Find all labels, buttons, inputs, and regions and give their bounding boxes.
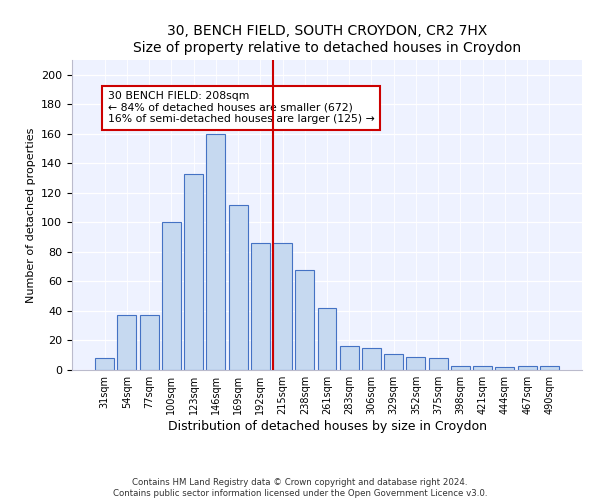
Y-axis label: Number of detached properties: Number of detached properties xyxy=(26,128,35,302)
Bar xyxy=(273,243,292,370)
X-axis label: Distribution of detached houses by size in Croydon: Distribution of detached houses by size … xyxy=(167,420,487,433)
Bar xyxy=(540,366,559,370)
Title: 30, BENCH FIELD, SOUTH CROYDON, CR2 7HX
Size of property relative to detached ho: 30, BENCH FIELD, SOUTH CROYDON, CR2 7HX … xyxy=(133,24,521,54)
Bar xyxy=(229,204,248,370)
Bar xyxy=(140,316,158,370)
Bar xyxy=(362,348,381,370)
Bar xyxy=(406,356,425,370)
Bar xyxy=(473,366,492,370)
Bar xyxy=(518,366,536,370)
Bar xyxy=(95,358,114,370)
Bar xyxy=(340,346,359,370)
Bar xyxy=(429,358,448,370)
Bar xyxy=(384,354,403,370)
Bar xyxy=(317,308,337,370)
Bar xyxy=(451,366,470,370)
Bar xyxy=(118,316,136,370)
Text: 30 BENCH FIELD: 208sqm
← 84% of detached houses are smaller (672)
16% of semi-de: 30 BENCH FIELD: 208sqm ← 84% of detached… xyxy=(108,91,374,124)
Bar xyxy=(295,270,314,370)
Bar xyxy=(162,222,181,370)
Bar xyxy=(496,367,514,370)
Bar xyxy=(184,174,203,370)
Text: Contains HM Land Registry data © Crown copyright and database right 2024.
Contai: Contains HM Land Registry data © Crown c… xyxy=(113,478,487,498)
Bar xyxy=(251,243,270,370)
Bar xyxy=(206,134,225,370)
